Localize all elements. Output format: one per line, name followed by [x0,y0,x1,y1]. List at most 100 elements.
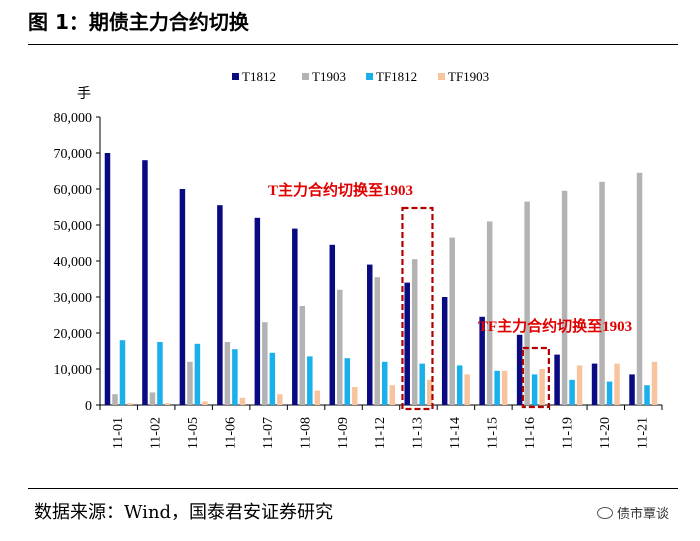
bar-tf1812-11-14 [456,365,463,405]
bar-chart: 手 0 10,000 20,000 30,000 40,000 50,000 60,000 70… [54,69,663,449]
bar-tf1812-11-01 [119,340,126,405]
bar-t1903-11-14 [449,237,455,405]
y-tick-label: 60,000 [54,183,93,198]
bar-tf1903-11-21 [651,361,658,405]
bar-t1812-11-13 [404,282,410,405]
bar-tf1903-11-09 [352,387,358,405]
title-rule [28,44,678,45]
x-tick-label: 11-09 [336,417,351,449]
bar-tf1903-11-13 [426,379,433,405]
source-rule [28,488,678,489]
bar-tf1903-11-14 [464,374,470,405]
bar-t1812-11-16 [516,334,523,405]
bar-t1903-11-08 [299,306,306,405]
bar-tf1903-11-16 [539,369,545,405]
bar-tf1812-11-13 [419,363,425,405]
bar-t1812-11-14 [441,297,448,405]
bar-t1903-11-06 [224,342,231,405]
bar-tf1812-11-16 [531,374,538,405]
x-tick-label: 11-16 [523,417,538,449]
bar-tf1903-11-02 [164,403,171,405]
bar-t1903-11-02 [149,392,156,405]
bar-tf1903-11-07 [277,394,283,405]
y-tick-label: 70,000 [54,147,93,162]
bar-t1812-11-15 [479,316,485,405]
bar-tf1903-11-19 [576,365,583,405]
bar-tf1812-11-20 [606,381,613,405]
bar-tf1812-11-08 [307,356,313,405]
x-tick-label: 11-12 [373,417,388,449]
bar-t1903-11-20 [599,181,605,405]
y-tick-label: 20,000 [54,327,93,342]
bar-tf1903-11-01 [127,403,133,405]
legend-swatch-t1903 [302,73,309,80]
bar-t1812-11-09 [329,244,336,405]
bar-t1903-11-05 [187,361,193,405]
annotation-box-t-switch [401,206,434,411]
bar-t1812-11-05 [179,189,186,405]
bar-tf1903-11-06 [239,397,246,405]
bar-tf1812-11-21 [644,385,650,405]
wechat-icon [597,507,613,519]
x-tick-label: 11-21 [635,417,650,449]
x-tick-label: 11-01 [111,417,126,449]
data-source: 数据来源：Wind，国泰君安证券研究 [34,502,334,523]
y-tick-label: 30,000 [54,291,93,306]
bar-t1903-11-16 [524,201,530,405]
bar-t1812-11-08 [292,228,298,405]
bar-t1812-11-19 [554,354,560,405]
brand-name: 债市覃谈 [617,507,670,522]
bar-t1903-11-12 [374,277,380,405]
bar-tf1812-11-02 [157,342,163,405]
x-tick-label: 11-06 [223,417,238,449]
x-tick-label: 11-13 [411,417,426,449]
bar-tf1903-11-15 [501,370,508,405]
bar-tf1903-11-08 [314,390,321,405]
x-tick-label: 11-20 [598,417,613,449]
bar-t1812-11-20 [591,363,598,405]
legend-label-tf1812: TF1812 [376,69,417,84]
bar-tf1812-11-19 [569,379,575,405]
bar-t1903-11-07 [262,322,268,405]
x-tick-label: 11-05 [186,417,201,449]
bar-t1903-11-13 [411,259,418,405]
legend-swatch-tf1903 [438,73,445,80]
y-tick-label: 10,000 [54,363,93,378]
y-tick-label: 80,000 [54,111,93,126]
legend-swatch-t1812 [232,73,239,80]
annotation-t-switch: T主力合约切换至1903 [268,181,413,199]
bar-t1903-11-09 [337,289,343,405]
x-tick-label: 11-15 [486,417,501,449]
bar-tf1903-11-12 [389,385,395,405]
legend-label-t1903: T1903 [312,69,346,84]
bar-t1812-11-01 [104,153,111,405]
bar-t1903-11-19 [561,190,568,405]
y-tick-label: 50,000 [54,219,93,234]
bar-tf1812-11-15 [494,370,500,405]
bar-t1812-11-12 [367,264,373,405]
bar-tf1903-11-05 [202,401,208,405]
bar-tf1812-11-09 [344,358,351,405]
bar-t1812-11-07 [254,217,261,405]
x-tick-label: 11-07 [261,417,276,449]
legend-swatch-tf1812 [366,73,373,80]
annotation-tf-switch: TF主力合约切换至1903 [478,317,632,335]
bar-t1903-11-21 [636,172,643,405]
bar-tf1812-11-05 [194,343,201,405]
bar-t1903-11-15 [486,221,493,405]
legend-label-tf1903: TF1903 [448,69,489,84]
x-tick-label: 11-14 [448,417,463,449]
bar-t1812-11-21 [629,374,635,405]
x-tick-label: 11-19 [561,417,576,449]
y-tick-label: 40,000 [54,255,93,270]
bar-tf1812-11-07 [269,352,276,405]
bar-t1812-11-02 [142,160,148,405]
figure-title: 图 1：期债主力合约切换 [28,10,249,34]
y-axis-label: 手 [77,86,91,102]
bar-tf1812-11-12 [382,361,388,405]
x-tick-label: 11-08 [298,417,313,449]
x-tick-label: 11-02 [148,417,163,449]
bar-t1812-11-06 [217,205,223,405]
legend-label-t1812: T1812 [242,69,276,84]
bar-tf1812-11-06 [232,349,238,405]
